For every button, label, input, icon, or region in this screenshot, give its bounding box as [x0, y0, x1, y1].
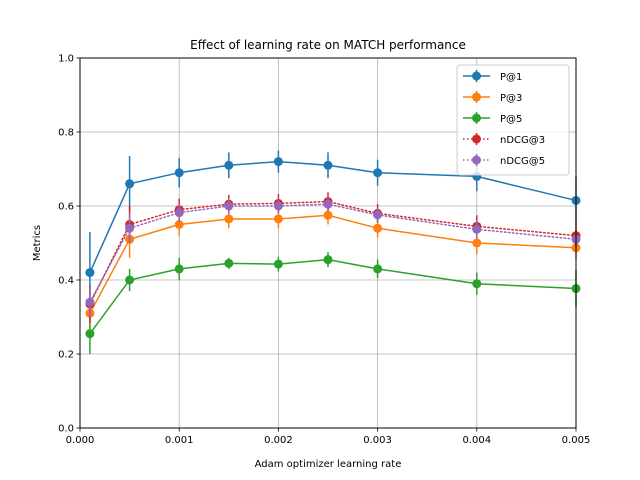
x-tick-label: 0.002 [264, 435, 293, 446]
plot-frame [79, 57, 577, 429]
data-point [224, 258, 234, 268]
series-line [89, 214, 577, 314]
data-point [174, 264, 184, 274]
series-ndcg-at-5 [85, 196, 581, 317]
x-tick-label: 0.005 [562, 435, 591, 446]
legend-label: P@5 [500, 114, 522, 125]
data-point [323, 255, 333, 265]
data-point [472, 238, 482, 248]
x-tick-label: 0.003 [363, 435, 392, 446]
legend-box [456, 64, 570, 176]
x-axis-label: Adam optimizer learning rate [255, 459, 402, 470]
x-tick-label: 0.004 [462, 435, 491, 446]
data-point [224, 160, 234, 170]
y-tick-label: 0.4 [58, 276, 74, 287]
y-tick-label: 0.0 [58, 424, 74, 435]
plot-series [85, 150, 581, 354]
y-tick-label: 0.6 [58, 202, 74, 213]
legend-entry: P@1 [463, 70, 522, 83]
y-tick-label: 0.2 [58, 350, 74, 361]
legend-entry: nDCG@5 [463, 154, 545, 167]
data-point [125, 179, 135, 189]
legend-marker [472, 71, 481, 81]
data-point [273, 201, 283, 211]
legend-entry: nDCG@3 [463, 133, 545, 146]
data-point [224, 201, 234, 211]
legend-label: P@3 [500, 93, 522, 104]
series-line [89, 203, 577, 303]
legend-label: P@1 [500, 72, 522, 83]
data-point [273, 214, 283, 224]
legend-marker [472, 155, 481, 165]
data-point [273, 259, 283, 269]
data-point [373, 168, 383, 178]
data-point [373, 223, 383, 233]
legend-label: nDCG@3 [500, 135, 545, 146]
data-point [472, 224, 482, 234]
y-tick-label: 1.0 [58, 54, 74, 65]
legend: P@1 P@3 P@5 nDCG@3 nDCG@5 [456, 64, 570, 176]
data-point [125, 275, 135, 285]
y-axis-label: Metrics [32, 225, 43, 261]
series-p-at-3 [85, 206, 581, 329]
legend-label: nDCG@5 [500, 156, 545, 167]
series-line [89, 258, 577, 335]
data-point [174, 168, 184, 178]
data-point [323, 210, 333, 220]
data-point [373, 264, 383, 274]
legend-marker [472, 113, 481, 123]
data-point [85, 297, 95, 307]
series-p-at-1 [85, 150, 581, 314]
data-point [174, 208, 184, 218]
data-point [273, 157, 283, 167]
legend-entry: P@3 [463, 91, 522, 104]
data-point [125, 223, 135, 233]
legend-marker [472, 134, 481, 144]
y-tick-label: 0.8 [58, 128, 74, 139]
series-p-at-5 [85, 252, 581, 354]
data-point [224, 214, 234, 224]
data-point [85, 329, 95, 339]
x-tick-label: 0.001 [165, 435, 194, 446]
data-point [323, 199, 333, 209]
data-point [373, 210, 383, 220]
data-point [85, 268, 95, 278]
data-point [472, 279, 482, 289]
chart-title: Effect of learning rate on MATCH perform… [190, 38, 466, 52]
legend-marker [472, 92, 481, 102]
series-ndcg-at-3 [85, 192, 581, 323]
data-point [174, 220, 184, 229]
x-tick-label: 0.000 [66, 435, 95, 446]
axis-ticks: 0.000 0.001 0.002 0.003 0.004 0.005 0.0 0.2 0.4 0… [58, 54, 590, 447]
legend-entry: P@5 [463, 112, 522, 125]
data-point [323, 160, 333, 170]
